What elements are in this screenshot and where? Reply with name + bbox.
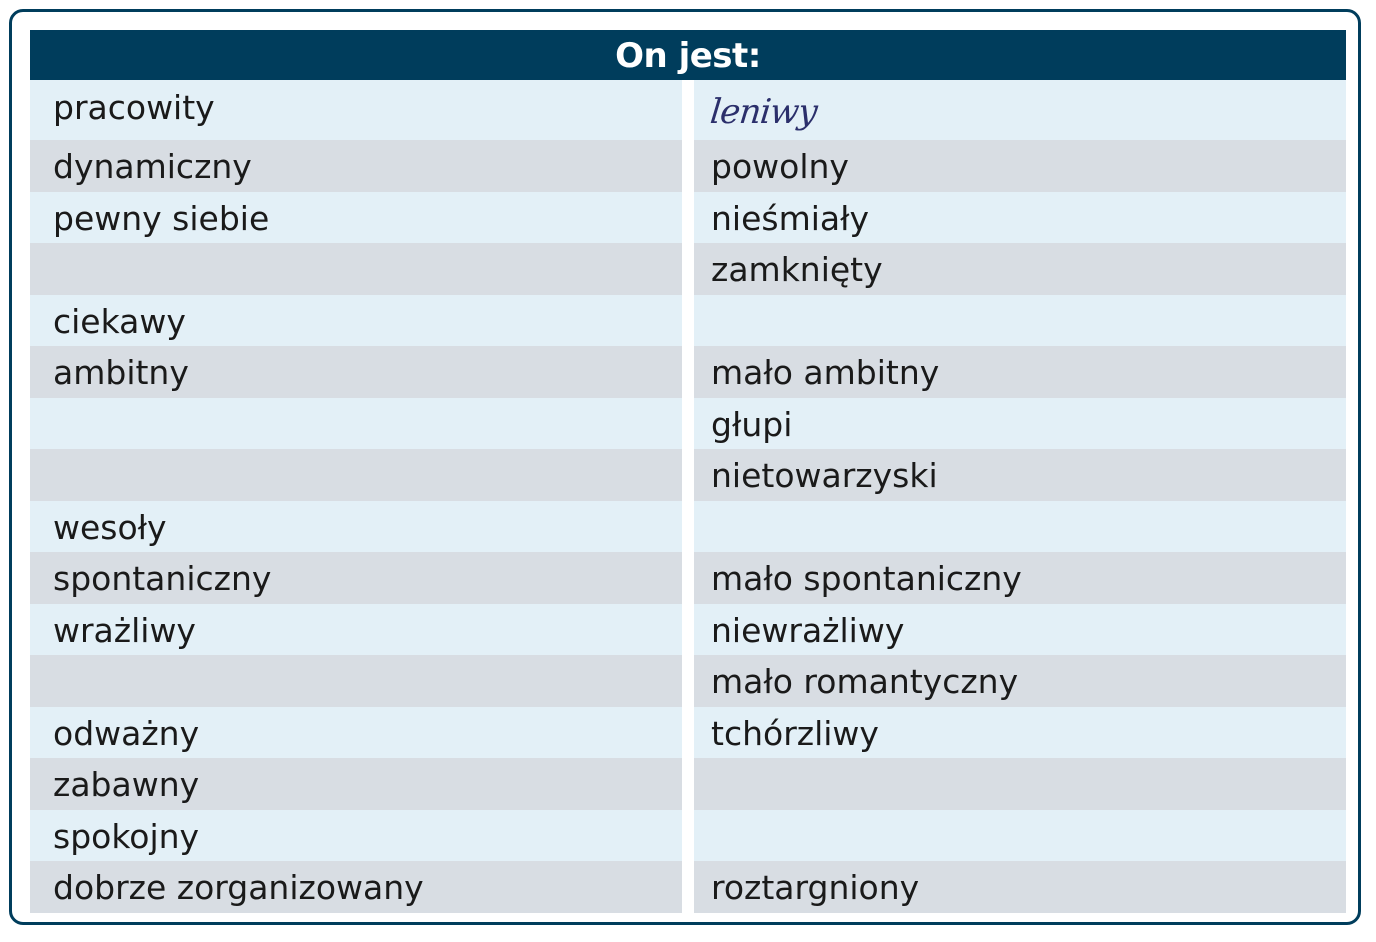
table-rows: pracowity leniwy dynamiczny powolny pewn… [30,80,1346,913]
left-cell: dynamiczny [30,140,682,192]
right-cell: mało spontaniczny [694,552,1346,604]
left-cell: spokojny [30,809,682,861]
left-cell: pracowity [30,80,682,140]
table-row: mało romantyczny [30,655,1346,707]
table-header: On jest: [30,30,1346,80]
table-row: zamknięty [30,243,1346,295]
right-cell: tchórzliwy [694,706,1346,758]
left-cell [30,449,682,501]
table-row: pewny siebie nieśmiały [30,191,1346,243]
left-cell: pewny siebie [30,191,682,243]
right-cell: nietowarzyski [694,449,1346,501]
right-cell [694,809,1346,861]
table-row: ciekawy [30,294,1346,346]
table-row: spokojny [30,809,1346,861]
table-row: spontaniczny mało spontaniczny [30,552,1346,604]
table-row: pracowity leniwy [30,80,1346,140]
right-cell [694,294,1346,346]
table-row: wrażliwy niewrażliwy [30,603,1346,655]
left-cell [30,397,682,449]
right-cell [694,758,1346,810]
right-cell: mało romantyczny [694,655,1346,707]
left-cell: ciekawy [30,294,682,346]
left-cell [30,655,682,707]
right-cell: powolny [694,140,1346,192]
right-cell: nieśmiały [694,191,1346,243]
left-cell: spontaniczny [30,552,682,604]
right-cell [694,500,1346,552]
table-row: ambitny mało ambitny [30,346,1346,398]
table-row: dobrze zorganizowany roztargniony [30,861,1346,913]
right-cell: roztargniony [694,861,1346,913]
adjective-table: On jest: pracowity leniwy dynamiczny pow… [30,30,1346,913]
table-row: odważny tchórzliwy [30,706,1346,758]
table-row: nietowarzyski [30,449,1346,501]
right-cell: mało ambitny [694,346,1346,398]
table-row: dynamiczny powolny [30,140,1346,192]
left-cell: zabawny [30,758,682,810]
left-cell [30,243,682,295]
left-cell: ambitny [30,346,682,398]
right-cell-handwritten: leniwy [694,80,1346,140]
table-row: głupi [30,397,1346,449]
right-cell: zamknięty [694,243,1346,295]
left-cell: wrażliwy [30,603,682,655]
left-cell: odważny [30,706,682,758]
table-row: zabawny [30,758,1346,810]
right-cell: głupi [694,397,1346,449]
left-cell: wesoły [30,500,682,552]
right-cell: niewrażliwy [694,603,1346,655]
table-row: wesoły [30,500,1346,552]
left-cell: dobrze zorganizowany [30,861,682,913]
